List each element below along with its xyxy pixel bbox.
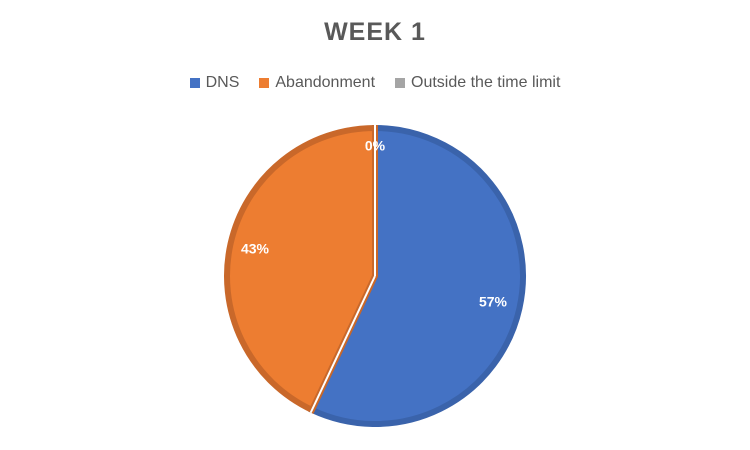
pie-slice-abandonment — [224, 124, 378, 414]
legend-item-outside-time-limit: Outside the time limit — [395, 74, 560, 92]
data-label-outside-time-limit: 0% — [365, 138, 386, 154]
pie-slice-dns — [307, 124, 526, 427]
chart-title: WEEK 1 — [324, 18, 426, 46]
data-label-dns: 57% — [479, 294, 508, 310]
legend-swatch-dns — [189, 78, 200, 88]
data-label-abandonment: 43% — [241, 241, 270, 257]
legend-swatch-abandonment — [259, 78, 270, 88]
slice-separator — [309, 275, 376, 414]
chart-legend: DNS Abandonment Outside the time limit — [0, 74, 750, 92]
legend-label-abandonment: Abandonment — [275, 74, 376, 91]
legend-label-outside-time-limit: Outside the time limit — [411, 74, 561, 91]
legend-label-dns: DNS — [205, 74, 240, 91]
legend-item-dns: DNS — [189, 74, 240, 92]
legend-swatch-outside-time-limit — [395, 78, 406, 88]
legend-item-abandonment: Abandonment — [259, 74, 375, 92]
